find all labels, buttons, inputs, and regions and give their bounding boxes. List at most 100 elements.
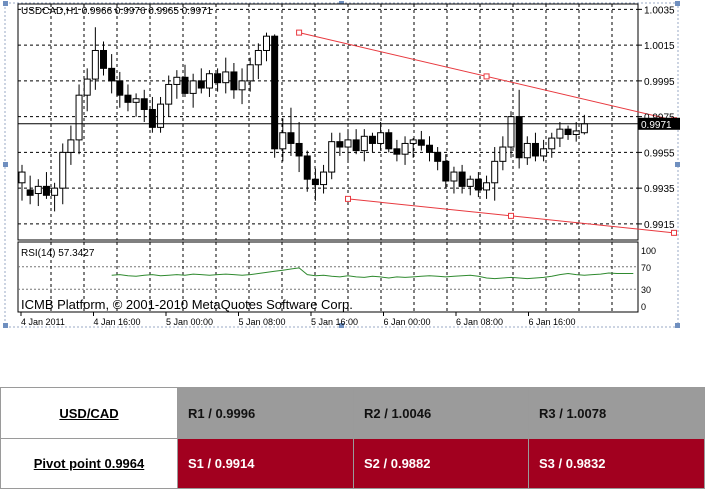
candle-body <box>466 178 474 187</box>
s2-cell: S2 / 0.9882 <box>353 438 529 489</box>
candle <box>352 129 360 155</box>
candle <box>238 68 246 105</box>
candle-body <box>377 132 385 144</box>
candle <box>91 27 99 90</box>
candle-body <box>328 141 336 173</box>
trend-line-handle <box>483 73 490 80</box>
candle-body <box>148 108 156 128</box>
rsi-label: RSI(14) 57.3427 <box>21 248 95 259</box>
candle-body <box>124 94 132 103</box>
current-price-label: 0.9971 <box>641 120 672 131</box>
candle <box>344 129 352 162</box>
candle <box>67 125 75 165</box>
trend-line-handle <box>345 195 351 202</box>
r2-cell: R2 / 1.0046 <box>353 387 529 439</box>
candle-body <box>157 103 165 128</box>
candle-body <box>515 116 523 159</box>
candle <box>295 122 303 173</box>
candle-body <box>360 135 368 152</box>
time-tick-label: 4 Jan 16:00 <box>94 317 141 327</box>
s1-cell: S1 / 0.9914 <box>177 438 354 489</box>
candle-body <box>368 135 376 144</box>
candle <box>165 75 173 117</box>
rsi-layer <box>111 267 634 280</box>
candle <box>540 139 548 162</box>
candle-body <box>34 185 42 195</box>
pivot-point-cell: Pivot point 0.9964 <box>0 438 178 489</box>
candle <box>368 132 376 153</box>
candle-body <box>279 132 287 150</box>
candle-body <box>303 155 311 180</box>
candle <box>148 96 156 133</box>
candle-body <box>67 139 75 153</box>
candle <box>507 111 515 158</box>
candle <box>450 166 458 194</box>
rsi-line <box>111 267 634 280</box>
candle <box>42 172 50 199</box>
trend-line-handle <box>296 29 303 36</box>
candle-body <box>393 148 401 155</box>
candle-body <box>26 189 34 196</box>
candle <box>287 107 295 156</box>
candle-body <box>263 35 270 51</box>
candle-body <box>42 185 50 196</box>
candle <box>100 41 107 76</box>
rsi-tick-label: 100 <box>641 246 656 256</box>
time-tick-label: 6 Jan 16:00 <box>529 317 576 327</box>
selection-handle[interactable] <box>675 323 680 328</box>
candle-body <box>556 128 564 139</box>
selection-handle[interactable] <box>675 1 680 6</box>
selection-handle[interactable] <box>339 323 344 328</box>
candle <box>140 89 148 122</box>
rsi-grid <box>18 242 638 312</box>
selection-handle[interactable] <box>3 323 8 328</box>
candle-body <box>311 178 319 186</box>
candle-body <box>531 142 539 157</box>
candle-body <box>132 98 140 103</box>
candle-body <box>580 123 588 134</box>
candle-body <box>352 139 360 152</box>
candle-body <box>59 151 67 189</box>
candle <box>246 57 254 92</box>
r3-cell: R3 / 1.0078 <box>528 387 705 439</box>
time-axis: 4 Jan 2011 4 Jan 16:00 5 Jan 00:00 5 Jan 08… <box>20 312 576 327</box>
selection-handle[interactable] <box>3 1 8 6</box>
selection-handle[interactable] <box>3 162 8 167</box>
candle-body <box>205 73 213 89</box>
candle-body <box>564 128 572 136</box>
candle-body <box>108 67 116 82</box>
trend-lines-layer <box>296 29 677 236</box>
candle-body <box>91 49 99 80</box>
candle-body <box>51 187 59 196</box>
candle-body <box>181 76 189 94</box>
selection-handle[interactable] <box>675 162 680 167</box>
candle <box>59 143 67 205</box>
candle <box>328 132 336 180</box>
current-price-box <box>638 117 680 130</box>
candle <box>108 54 116 94</box>
candle <box>75 84 83 155</box>
candle <box>214 68 222 92</box>
candle-body <box>336 141 344 148</box>
candle-body <box>173 76 181 85</box>
time-tick-label: 6 Jan 00:00 <box>384 317 431 327</box>
candle-body <box>417 139 425 146</box>
candle <box>466 175 474 196</box>
candle <box>474 172 482 198</box>
chart-canvas: 1.00351.00150.99950.99750.99550.99350.99… <box>3 1 680 328</box>
price-tick-label: 1.0015 <box>644 41 675 52</box>
price-chart: 1.00351.00150.99950.99750.99550.99350.99… <box>3 1 680 328</box>
candle-body <box>222 71 230 84</box>
candle-body <box>230 71 238 91</box>
candle-body <box>116 80 124 96</box>
candle <box>377 122 385 151</box>
candle <box>26 175 34 205</box>
candle-body <box>409 139 417 144</box>
candle-body <box>254 49 262 66</box>
candle <box>189 73 197 108</box>
candle-body <box>450 171 458 182</box>
candle <box>124 84 132 112</box>
candle-body <box>540 148 548 157</box>
candle <box>205 70 213 97</box>
candle <box>426 136 433 162</box>
